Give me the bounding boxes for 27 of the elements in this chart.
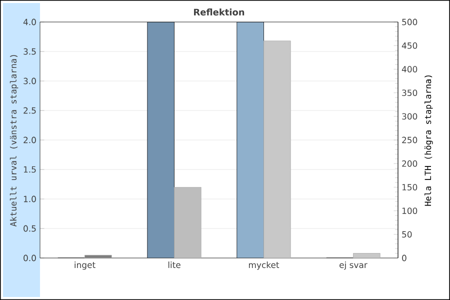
y-tick-label: 0.5: [24, 225, 36, 232]
y-tick-label: 1.0: [24, 196, 36, 202]
y2-tick-label: 0: [402, 254, 406, 262]
y2-tick-label: 300: [402, 113, 418, 120]
x-tick-label: mycket: [248, 262, 280, 270]
y2-tick-label: 150: [402, 184, 418, 190]
y2-tick-label: 200: [402, 160, 418, 167]
x-tick-label: ej svar: [340, 262, 368, 270]
y2-tick-label: 250: [402, 136, 418, 144]
y2-tick-label: 500: [402, 18, 418, 26]
x-tick-label: inget: [74, 262, 96, 270]
y-tick-label: 4.0: [23, 18, 36, 26]
y-tick-label: 3.0: [24, 78, 36, 84]
y2-tick-label: 400: [402, 66, 418, 72]
y-tick-label: 2.5: [24, 107, 36, 114]
y-tick-label: 0.0: [24, 254, 36, 262]
y-axis-title: Aktuellt urval (vänstra staplarna): [10, 55, 18, 227]
y-tick-label: 2.0: [24, 136, 36, 144]
y2-axis-title: Hela LTH (högra staplarna): [424, 75, 433, 206]
y2-tick-label: 50: [402, 231, 412, 238]
chart-title: Reflektion: [194, 8, 244, 16]
y-tick-label: 1.5: [24, 166, 36, 173]
y2-tick-label: 450: [402, 42, 418, 49]
y-tick-label: 3.5: [24, 48, 36, 55]
y2-tick-label: 100: [402, 208, 418, 214]
y2-tick-label: 350: [402, 90, 418, 96]
x-tick-label: lite: [168, 262, 180, 268]
